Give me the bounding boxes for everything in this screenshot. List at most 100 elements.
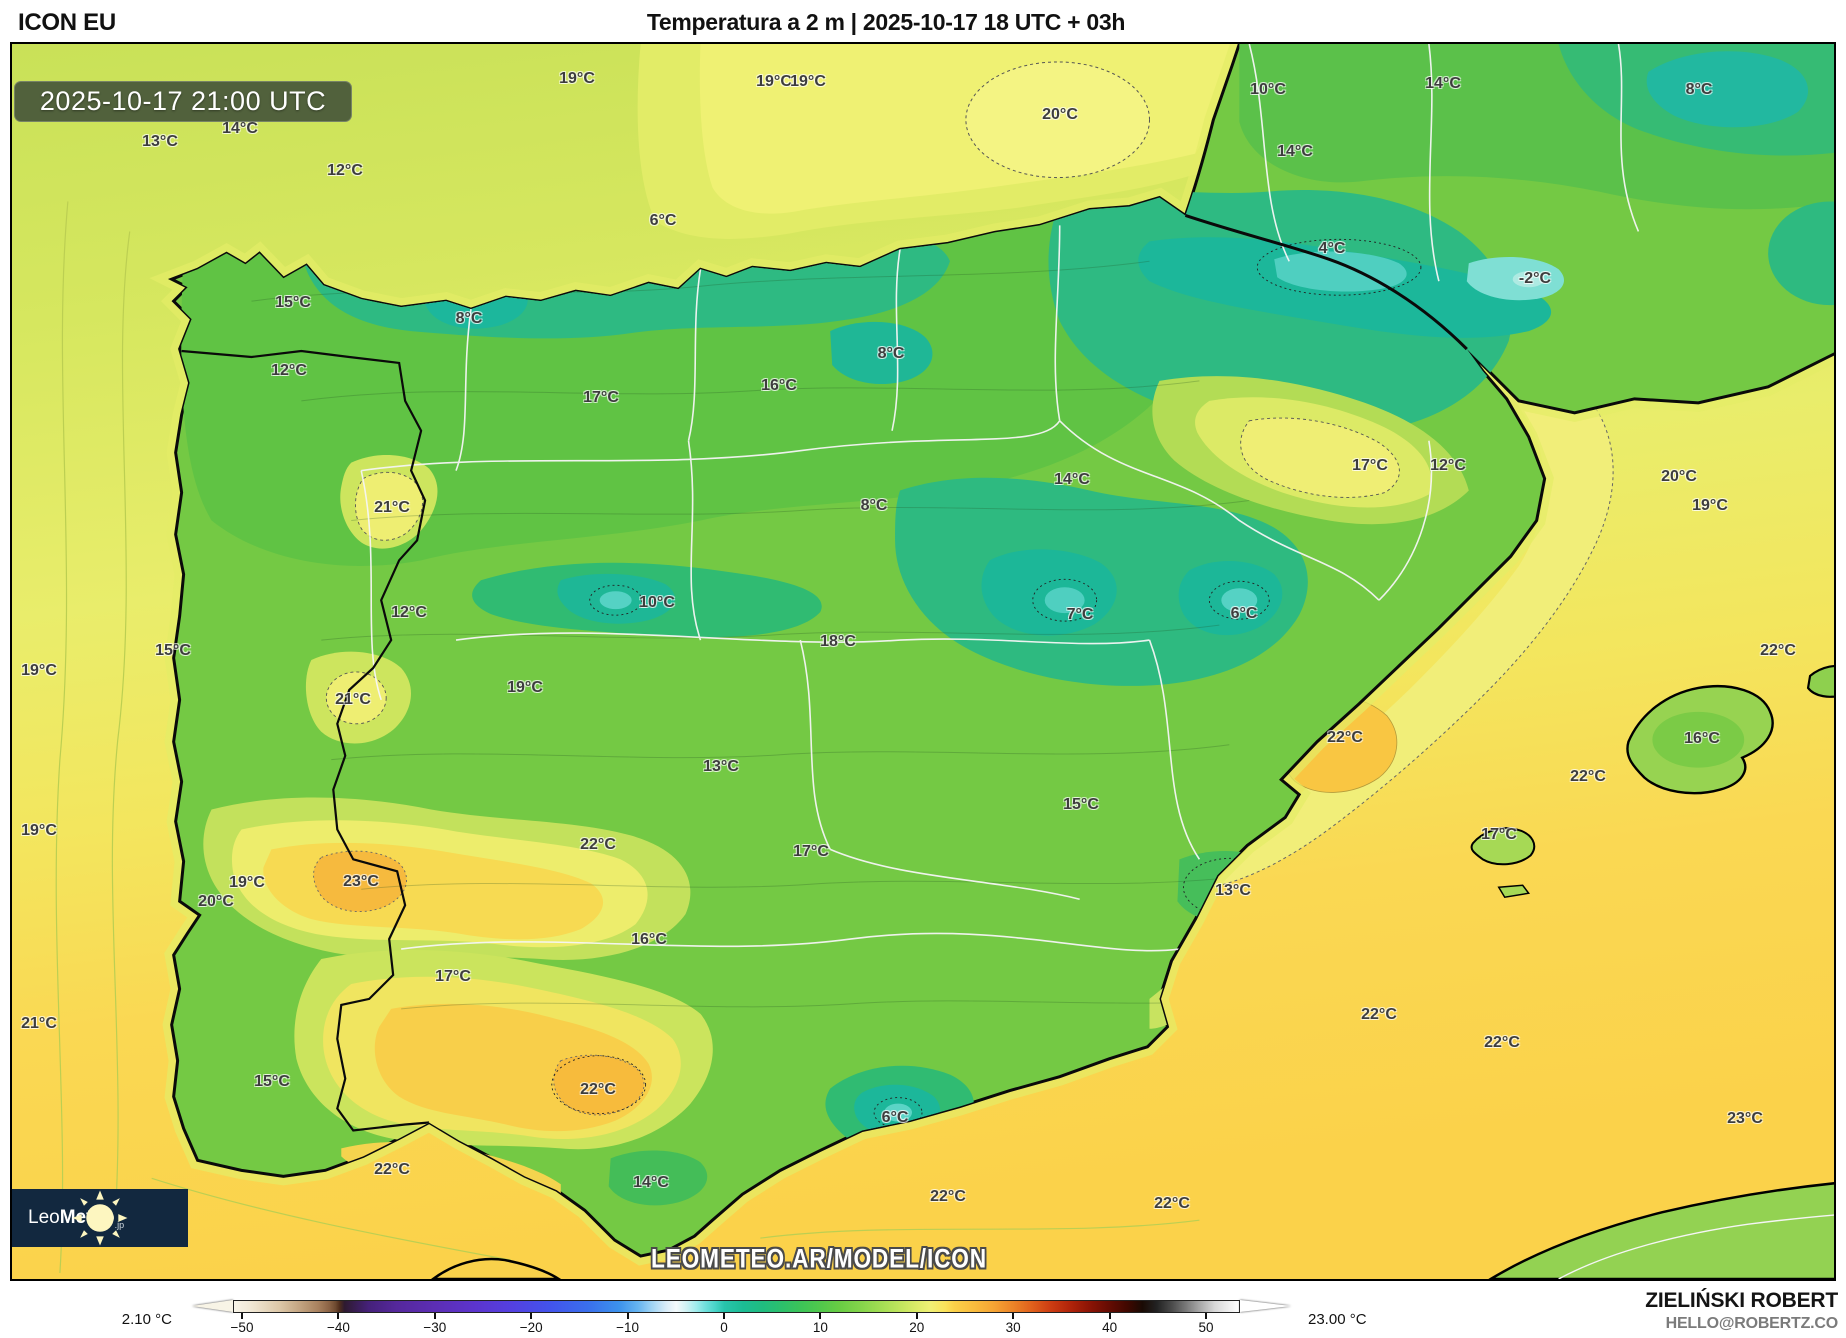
temperature-label: 14°C: [1277, 143, 1313, 160]
temperature-label: 12°C: [327, 162, 363, 179]
temperature-label: 22°C: [1327, 729, 1363, 746]
temperature-label: 15°C: [1063, 796, 1099, 813]
temperature-label: 14°C: [633, 1174, 669, 1191]
balearic-islands: [1470, 665, 1834, 899]
model-name: ICON EU: [18, 9, 116, 36]
temperature-label: 14°C: [222, 120, 258, 137]
colorbar-right-arrow: [1240, 1300, 1291, 1312]
colorbar-tick-mark: [337, 1313, 340, 1319]
temperature-label: 22°C: [580, 836, 616, 853]
temperature-label: 8°C: [455, 310, 483, 327]
map-area: 19°C 19°C 19°C 20°C 10°C 14°C 8°C 13°C 14°C 14°C 1…: [10, 42, 1836, 1281]
colorbar-left-arrow: [192, 1300, 233, 1312]
temperature-label: 19°C: [229, 874, 265, 891]
temperature-label: 4°C: [1318, 240, 1346, 257]
temperature-label: 19°C: [21, 662, 57, 679]
sea-contour-lines: [55, 201, 1200, 1274]
temperature-label: 6°C: [649, 212, 677, 229]
temperature-label: 20°C: [1661, 468, 1697, 485]
colorbar-tick-label: 20: [909, 1320, 925, 1335]
admin-borders: [360, 44, 1640, 952]
colorbar-tick-mark: [1108, 1313, 1111, 1319]
colorbar-tick-mark: [433, 1313, 436, 1319]
temperature-label: 15°C: [254, 1073, 290, 1090]
portugal-spain-border: [181, 349, 430, 1132]
temperature-label: 19°C: [1692, 497, 1728, 514]
med-pale-band-contour: [1211, 348, 1614, 888]
colorbar-tick-mark: [1205, 1313, 1207, 1319]
temperature-label: 8°C: [1685, 81, 1713, 98]
colorbar-tick-mark: [241, 1313, 243, 1319]
temperature-label: 20°C: [1042, 106, 1078, 123]
sea-20c-pocket: [965, 61, 1151, 179]
temperature-label: 21°C: [21, 1015, 57, 1032]
temperature-label: 19°C: [507, 679, 543, 696]
colorbar-tick-mark: [915, 1313, 918, 1319]
temperature-label: 23°C: [1727, 1110, 1763, 1127]
temperature-label: 22°C: [1154, 1195, 1190, 1212]
page-title: Temperatura a 2 m | 2025-10-17 18 UTC + …: [646, 9, 1126, 35]
colorbar-tick-label: 0: [720, 1320, 728, 1335]
temperature-label: 12°C: [271, 362, 307, 379]
temperature-label: 14°C: [1054, 471, 1090, 488]
temperature-label: 21°C: [374, 499, 410, 516]
colorbar-tick-mark: [626, 1313, 629, 1319]
colorbar-tick-label: 50: [1198, 1320, 1214, 1335]
temperature-label: 19°C: [756, 73, 792, 90]
temperature-label: 17°C: [793, 843, 829, 860]
colorbar-tick-label: −40: [326, 1320, 350, 1335]
temperature-label: 16°C: [761, 377, 797, 394]
temperature-label: 17°C: [1481, 826, 1517, 843]
spain-france-border: [1184, 214, 1468, 351]
temperature-label: 14°C: [1425, 75, 1461, 92]
colorbar-tick-label: 40: [1102, 1320, 1118, 1335]
colorbar-tick-label: −50: [230, 1320, 254, 1335]
temperature-label: 16°C: [1684, 730, 1720, 747]
colorbar-gradient: [233, 1300, 1240, 1313]
colorbar-tick-mark: [819, 1313, 822, 1319]
temperature-label: 22°C: [1570, 768, 1606, 785]
temperature-label: 22°C: [1484, 1034, 1520, 1051]
temperature-label: 8°C: [877, 345, 905, 362]
temperature-label: 17°C: [435, 968, 471, 985]
author-contact: HELLO@ROBERTZ.CO: [1665, 1315, 1839, 1332]
temperature-label: 21°C: [335, 691, 371, 708]
algeria-border-line: [1558, 1214, 1834, 1279]
temperature-label: 6°C: [1230, 605, 1258, 622]
temperature-label: 6°C: [881, 1109, 909, 1126]
temperature-label: 19°C: [21, 822, 57, 839]
temperature-label: 17°C: [1352, 457, 1388, 474]
temperature-label: 23°C: [343, 873, 379, 890]
temperature-label: 22°C: [1760, 642, 1796, 659]
watermark: LEOMETEO.AR/MODEL/ICON: [651, 1243, 987, 1274]
leometeo-logo: LeoMeteo.jp: [12, 1189, 188, 1247]
temperature-label: 17°C: [583, 389, 619, 406]
sun-icon: [72, 1190, 128, 1246]
author-name: ZIELIŃSKI ROBERT: [1645, 1289, 1838, 1312]
temperature-label: 12°C: [391, 604, 427, 621]
colorbar-tick-label: −10: [616, 1320, 640, 1335]
colorbar-tick-label: 30: [1005, 1320, 1021, 1335]
colorbar-max-label: 23.00 °C: [1308, 1311, 1367, 1328]
colorbar-tick-mark: [723, 1313, 725, 1319]
temperature-label: 22°C: [374, 1161, 410, 1178]
temperature-label: 15°C: [155, 642, 191, 659]
temperature-label: 13°C: [703, 758, 739, 775]
colorbar-min-label: 2.10 °C: [121, 1311, 172, 1328]
colorbar-tick-mark: [530, 1313, 533, 1319]
temperature-label: 10°C: [1250, 81, 1286, 98]
temperature-label: 13°C: [142, 133, 178, 150]
temperature-label: 22°C: [580, 1081, 616, 1098]
temperature-label: 7°C: [1066, 606, 1094, 623]
temperature-label: 12°C: [1430, 457, 1466, 474]
temperature-label: 10°C: [639, 594, 675, 611]
land-shading: [181, 44, 1834, 1206]
temperature-label: 20°C: [198, 893, 234, 910]
colorbar-tick-label: −20: [519, 1320, 543, 1335]
temperature-label: 15°C: [275, 294, 311, 311]
colorbar-tick-mark: [1012, 1313, 1015, 1319]
temperature-label: 19°C: [559, 70, 595, 87]
temperature-label: 22°C: [1361, 1006, 1397, 1023]
temperature-map-graphic: [12, 44, 1834, 1279]
